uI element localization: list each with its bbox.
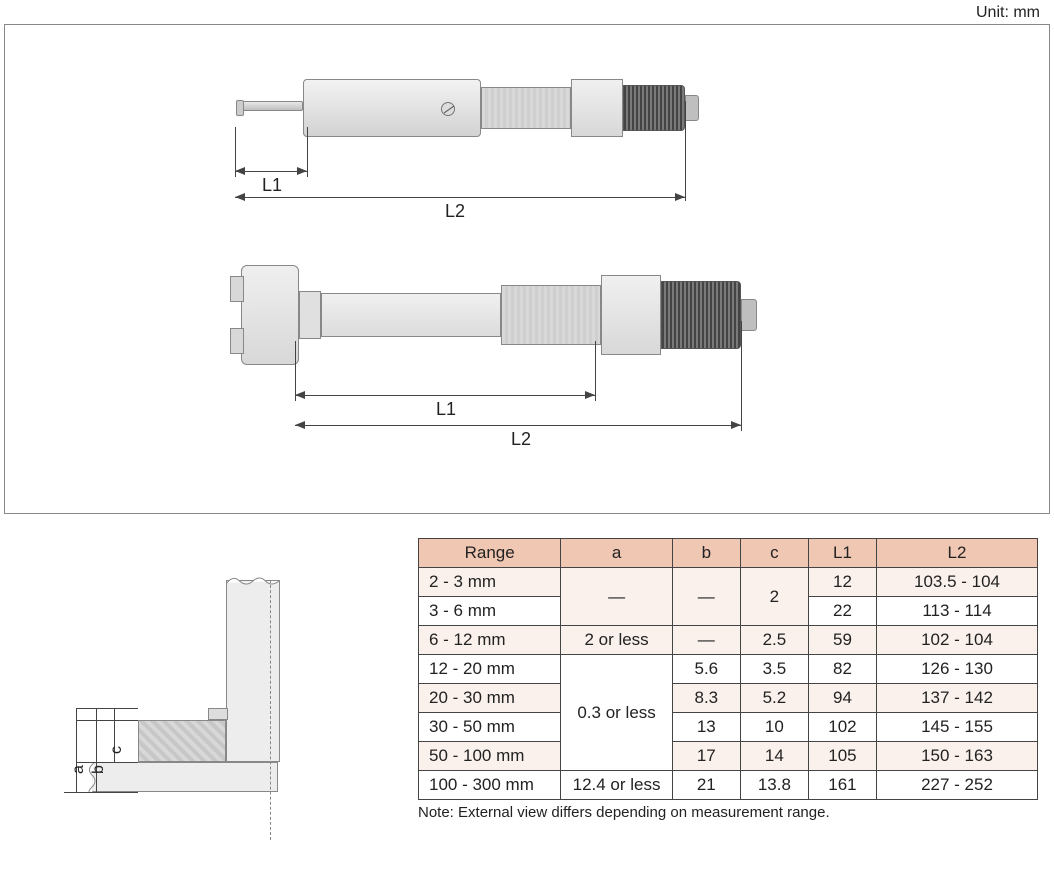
cell-l2: 113 - 114	[877, 597, 1038, 626]
cell-range: 2 - 3 mm	[419, 568, 561, 597]
dim-section: a b c	[58, 708, 138, 798]
cell-b: 17	[672, 742, 740, 771]
thimble	[571, 79, 623, 137]
table-row: 12 - 20 mm0.3 or less5.63.582126 - 130	[419, 655, 1038, 684]
cell-a: —	[561, 568, 672, 626]
cell-b: 5.6	[672, 655, 740, 684]
table-header-cell: L1	[808, 539, 876, 568]
cell-range: 50 - 100 mm	[419, 742, 561, 771]
cell-l1: 102	[808, 713, 876, 742]
table-row: 100 - 300 mm12.4 or less2113.8161227 - 2…	[419, 771, 1038, 800]
knob	[741, 299, 757, 331]
dim-label-b: b	[90, 765, 108, 774]
dim-label-l2: L2	[435, 201, 475, 222]
cell-c: 5.2	[740, 684, 808, 713]
cell-c: 10	[740, 713, 808, 742]
wavy-icon	[227, 575, 279, 585]
cell-range: 12 - 20 mm	[419, 655, 561, 684]
cell-b: 13	[672, 713, 740, 742]
cell-c: 14	[740, 742, 808, 771]
cross-section: a b c	[58, 580, 338, 840]
table-row: 2 - 3 mm——212103.5 - 104	[419, 568, 1038, 597]
cell-range: 30 - 50 mm	[419, 713, 561, 742]
micrometer-large	[241, 255, 761, 375]
cell-l2: 137 - 142	[877, 684, 1038, 713]
cell-l2: 150 - 163	[877, 742, 1038, 771]
unit-label: Unit: mm	[976, 4, 1040, 22]
cell-c: 3.5	[740, 655, 808, 684]
cell-b: —	[672, 626, 740, 655]
ratchet	[661, 281, 741, 349]
dim-label-l1: L1	[429, 399, 463, 420]
wall-vertical	[226, 580, 280, 762]
dim-mid: L1 L2	[295, 381, 765, 461]
dim-label-l2: L2	[501, 429, 541, 450]
page: Unit: mm L1 L2	[0, 0, 1054, 882]
cell-l2: 145 - 155	[877, 713, 1038, 742]
cell-l2: 103.5 - 104	[877, 568, 1038, 597]
table-header-cell: Range	[419, 539, 561, 568]
diagram-frame: L1 L2 L1	[4, 24, 1050, 514]
table-row: 20 - 30 mm 8.35.294137 - 142	[419, 684, 1038, 713]
table-note: Note: External view differs depending on…	[418, 804, 1038, 821]
ratchet	[623, 85, 685, 131]
dim-label-a: a	[70, 765, 88, 774]
probe	[241, 101, 303, 111]
table-header-row: RangeabcL1L2	[419, 539, 1038, 568]
cell-l1: 82	[808, 655, 876, 684]
spec-table: RangeabcL1L2 2 - 3 mm——212103.5 - 1043 -…	[418, 538, 1038, 800]
micrometer-small	[241, 67, 701, 157]
cell-l1: 94	[808, 684, 876, 713]
knob	[685, 95, 699, 121]
table-row: 30 - 50 mm 1310102145 - 155	[419, 713, 1038, 742]
table-row: 50 - 100 mm 1714105150 - 163	[419, 742, 1038, 771]
cell-range: 6 - 12 mm	[419, 626, 561, 655]
table-row: 6 - 12 mm2 or less—2.559102 - 104	[419, 626, 1038, 655]
cell-range: 3 - 6 mm	[419, 597, 561, 626]
table-header-cell: L2	[877, 539, 1038, 568]
cell-b: 8.3	[672, 684, 740, 713]
cell-b: 21	[672, 771, 740, 800]
cell-l1: 105	[808, 742, 876, 771]
cell-l2: 102 - 104	[877, 626, 1038, 655]
cell-l1: 22	[808, 597, 876, 626]
cell-range: 20 - 30 mm	[419, 684, 561, 713]
cell-l2: 227 - 252	[877, 771, 1038, 800]
table-body: 2 - 3 mm——212103.5 - 1043 - 6 mm22113 - …	[419, 568, 1038, 800]
dim-label-l1: L1	[255, 175, 289, 196]
spec-table-wrap: RangeabcL1L2 2 - 3 mm——212103.5 - 1043 -…	[418, 538, 1038, 821]
cell-l1: 12	[808, 568, 876, 597]
cell-c: 13.8	[740, 771, 808, 800]
cell-l1: 161	[808, 771, 876, 800]
cell-c: 2	[740, 568, 808, 626]
cell-l1: 59	[808, 626, 876, 655]
cell-a: 2 or less	[561, 626, 672, 655]
dim-label-c: c	[108, 746, 126, 754]
cell-a: 0.3 or less	[561, 655, 672, 771]
sleeve	[501, 285, 601, 345]
head	[241, 265, 299, 365]
table-header-cell: b	[672, 539, 740, 568]
probe-block	[138, 720, 226, 762]
screw-icon	[441, 102, 455, 116]
body	[321, 293, 501, 337]
table-header-cell: a	[561, 539, 672, 568]
neck	[299, 291, 321, 339]
thimble	[601, 275, 661, 355]
cell-range: 100 - 300 mm	[419, 771, 561, 800]
cell-a: 12.4 or less	[561, 771, 672, 800]
table-header-cell: c	[740, 539, 808, 568]
cell-l2: 126 - 130	[877, 655, 1038, 684]
dim-top: L1 L2	[235, 161, 695, 231]
cell-b: —	[672, 568, 740, 626]
centerline	[270, 580, 271, 840]
cell-c: 2.5	[740, 626, 808, 655]
sleeve	[481, 87, 571, 129]
probe-lip	[208, 708, 228, 720]
